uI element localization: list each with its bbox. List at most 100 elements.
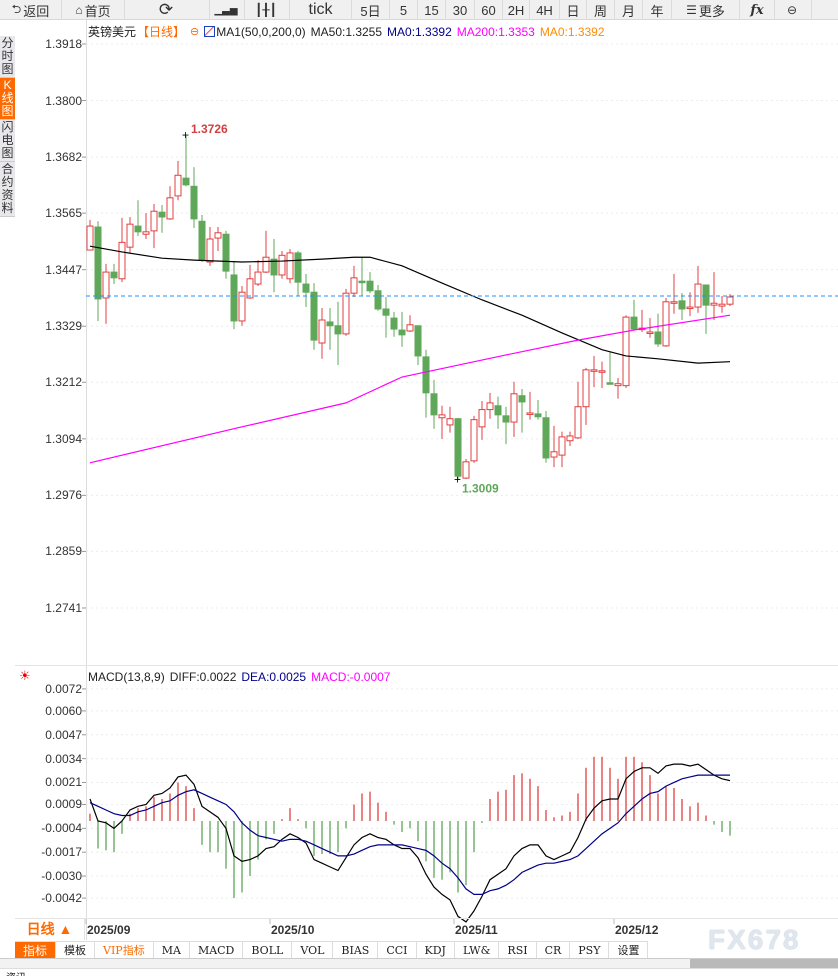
indicator-tab-4[interactable]: MACD xyxy=(190,942,244,960)
candle-body xyxy=(558,436,566,456)
candle xyxy=(622,315,630,389)
toolbar-button-tick[interactable]: tick xyxy=(290,0,352,20)
indicator-tab-0[interactable]: 指标 xyxy=(15,942,57,960)
indicator-tab-3[interactable]: MA xyxy=(154,942,190,960)
y-tick-label: 1.3447 xyxy=(45,262,82,277)
indicator-tab-8[interactable]: CCI xyxy=(378,942,417,960)
toolbar-button-日[interactable]: 日 xyxy=(560,0,587,20)
toolbar-button-更多[interactable]: ☰ 更多 xyxy=(672,0,740,20)
candle xyxy=(142,213,150,240)
y-tick-label: 1.3329 xyxy=(45,319,82,334)
dea-value: DEA:0.0025 xyxy=(241,670,307,684)
toolbar-button-4H[interactable]: 4H xyxy=(530,0,560,20)
toolbar-button-line-chart[interactable]: ▁▃▅ xyxy=(210,0,245,20)
toolbar-button-首页[interactable]: ⌂ 首页 xyxy=(62,0,125,20)
scrollbar-thumb[interactable] xyxy=(690,959,838,969)
candle-body xyxy=(630,316,638,330)
indicator-tab-12[interactable]: CR xyxy=(537,942,571,960)
menu-icon: ☰ xyxy=(686,3,697,17)
news-tab[interactable]: 资讯 xyxy=(0,973,26,976)
candle-body xyxy=(414,325,422,357)
toolbar-button-candlestick[interactable]: ┃╂┃ xyxy=(245,0,290,20)
candle xyxy=(598,361,606,389)
candle-body xyxy=(678,300,686,310)
period-label: 【日线】 xyxy=(137,25,186,39)
toolbar-button-fx[interactable]: fx xyxy=(740,0,775,20)
candle-body xyxy=(326,321,334,327)
ma50-value: MA50:1.3255 xyxy=(310,24,383,39)
toolbar-button-周[interactable]: 周 xyxy=(587,0,615,20)
toolbar-button-5日[interactable]: 5日 xyxy=(352,0,390,20)
lock-icon[interactable]: ⊖ xyxy=(190,26,200,38)
y-tick-label: 1.3918 xyxy=(45,37,82,51)
sidebar-tab-2[interactable]: 闪电图 xyxy=(0,120,15,162)
indicator-tab-2[interactable]: VIP指标 xyxy=(95,942,154,960)
sidebar-tab-3[interactable]: 合约资料 xyxy=(0,162,15,217)
indicator-tab-14[interactable]: 设置 xyxy=(609,942,649,960)
toolbar-button-60[interactable]: 60 xyxy=(475,0,503,20)
period-button[interactable]: 日线 ▲ xyxy=(15,918,85,940)
toolbar-button-refresh[interactable]: ⟳ xyxy=(125,0,210,20)
macd-params: MACD(13,8,9) xyxy=(88,670,165,684)
bottom-bar: 资讯 xyxy=(0,968,838,976)
candle xyxy=(278,250,286,279)
indicator-tab-10[interactable]: LW& xyxy=(455,942,500,960)
ma-params: MA1(50,0,200,0) xyxy=(216,24,306,39)
indicator-tab-5[interactable]: BOLL xyxy=(243,942,293,960)
indicator-tab-6[interactable]: VOL xyxy=(292,942,334,960)
settings-sun-icon[interactable]: ☀ xyxy=(19,668,31,683)
toolbar-label: 30 xyxy=(452,2,468,18)
candle-body xyxy=(118,241,126,280)
ma200-value: MA200:1.3353 xyxy=(456,24,535,39)
candle xyxy=(430,379,438,429)
dea-line xyxy=(89,774,730,895)
candle xyxy=(710,272,718,320)
toolbar-button-zoom-out[interactable]: ⊖ xyxy=(775,0,812,20)
indicator-tab-13[interactable]: PSY xyxy=(570,942,610,960)
toolbar-label: tick xyxy=(308,1,333,18)
symbol-name: 英镑美元 xyxy=(88,25,137,39)
candle xyxy=(550,425,558,468)
toolbar-button-30[interactable]: 30 xyxy=(446,0,475,20)
candle xyxy=(366,272,374,294)
candle-body xyxy=(150,210,158,232)
indicator-tab-9[interactable]: KDJ xyxy=(417,942,455,960)
y-tick-label: 0.0072 xyxy=(45,681,82,696)
candle-body xyxy=(358,280,366,284)
macd-value: MACD:-0.0007 xyxy=(311,670,391,684)
candle-body xyxy=(198,220,206,261)
toolbar-button-月[interactable]: 月 xyxy=(615,0,643,20)
candle xyxy=(358,257,366,297)
indicator-tab-7[interactable]: BIAS xyxy=(333,942,379,960)
toolbar-button-2H[interactable]: 2H xyxy=(503,0,530,20)
horizontal-scrollbar[interactable] xyxy=(0,958,838,969)
toolbar-button-15[interactable]: 15 xyxy=(418,0,446,20)
toolbar-label: 15 xyxy=(424,2,439,18)
candle xyxy=(494,396,502,429)
candle xyxy=(286,249,294,284)
candle-body xyxy=(494,405,502,416)
indicator-tab-1[interactable]: 模板 xyxy=(56,942,96,960)
toolbar-label: 首页 xyxy=(84,3,111,19)
y-tick-label: 1.3800 xyxy=(45,93,82,108)
sidebar-tab-0[interactable]: 分时图 xyxy=(0,36,15,78)
candle-body xyxy=(534,413,542,418)
candle-body xyxy=(438,414,446,419)
y-tick-label: 1.3094 xyxy=(45,431,82,446)
y-tick-label: 1.2741 xyxy=(45,600,82,615)
y-tick-label: 1.3682 xyxy=(45,150,82,165)
candle-body xyxy=(654,331,662,345)
indicator-tab-11[interactable]: RSI xyxy=(499,942,537,960)
candle-body xyxy=(110,271,118,279)
candle xyxy=(510,381,518,437)
indicator-icon[interactable] xyxy=(204,26,216,37)
toolbar-button-5[interactable]: 5 xyxy=(390,0,418,20)
toolbar-button-年[interactable]: 年 xyxy=(643,0,672,20)
toolbar-label: 月 xyxy=(621,3,635,19)
toolbar-button-返回[interactable]: ⮌ 返回 xyxy=(0,0,62,20)
candle xyxy=(334,301,342,366)
candle xyxy=(414,325,422,366)
sidebar-tab-1[interactable]: K线图 xyxy=(0,78,15,120)
candle-body xyxy=(606,382,614,385)
